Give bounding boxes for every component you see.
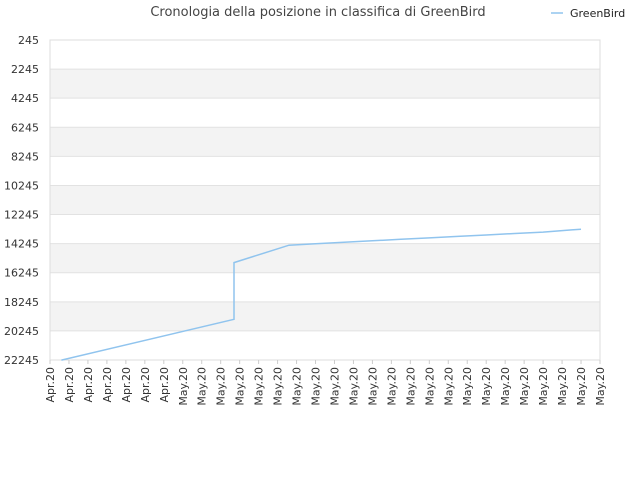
grid-bands (50, 40, 600, 360)
x-tick-label: May.20 (196, 367, 209, 406)
legend-label-greenbird: GreenBird (570, 7, 625, 20)
x-tick-label: May.20 (177, 367, 190, 406)
x-tick-label: May.20 (556, 367, 569, 406)
x-tick-label: May.20 (518, 367, 531, 406)
grid-band (50, 330, 600, 360)
y-tick-label: 14245 (4, 238, 39, 251)
x-tick-label: May.20 (404, 367, 417, 406)
grid-band (50, 243, 600, 273)
grid-band (50, 69, 600, 99)
x-tick-label: Apr.20 (82, 367, 95, 403)
x-tick-label: May.20 (347, 367, 360, 406)
grid-band (50, 301, 600, 331)
x-axis-ticks: Apr.20 Apr.20 Apr.20 Apr.20 Apr.20 Apr.20 Apr.… (44, 360, 607, 406)
grid-band (50, 214, 600, 244)
y-tick-label: 10245 (4, 179, 39, 192)
x-tick-label: Apr.20 (44, 367, 57, 403)
grid-band (50, 127, 600, 157)
x-tick-label: Apr.20 (63, 367, 76, 403)
x-tick-label: May.20 (234, 367, 247, 406)
x-tick-label: Apr.20 (139, 367, 152, 403)
grid-band (50, 272, 600, 302)
plot-frame (49, 39, 601, 361)
x-tick-label: Apr.20 (120, 367, 133, 403)
x-tick-label: May.20 (366, 367, 379, 406)
x-tick-label: May.20 (291, 367, 304, 406)
x-tick-label: May.20 (461, 367, 474, 406)
series-line-greenbird (61, 228, 582, 361)
x-tick-label: May.20 (253, 367, 266, 406)
x-tick-label: Apr.20 (101, 367, 114, 403)
x-tick-label: May.20 (423, 367, 436, 406)
y-axis-ticks: 245 2245 4245 6245 8245 10245 12245 14245 16245 1… (4, 34, 39, 367)
x-tick-label: May.20 (310, 367, 323, 406)
y-tick-label: 4245 (11, 92, 39, 105)
y-tick-label: 8245 (11, 150, 39, 163)
x-tick-label: May.20 (272, 367, 285, 406)
y-tick-label: 20245 (4, 325, 39, 338)
x-tick-label: May.20 (442, 367, 455, 406)
x-tick-label: May.20 (499, 367, 512, 406)
grid-band (50, 40, 600, 70)
grid-band (50, 98, 600, 128)
x-tick-label: May.20 (385, 367, 398, 406)
y-tick-label: 2245 (11, 63, 39, 76)
x-tick-label: May.20 (537, 367, 550, 406)
chart-title: Cronologia della posizione in classifica… (150, 5, 485, 20)
grid-band (50, 156, 600, 186)
y-tick-label: 245 (18, 34, 39, 47)
x-tick-label: May.20 (575, 367, 588, 406)
legend: GreenBird (551, 7, 625, 20)
y-tick-label: 22245 (4, 354, 39, 367)
grid-band (50, 185, 600, 215)
x-tick-label: May.20 (215, 367, 228, 406)
x-tick-label: May.20 (594, 367, 607, 406)
x-tick-label: May.20 (328, 367, 341, 406)
y-tick-label: 16245 (4, 267, 39, 280)
y-tick-label: 6245 (11, 121, 39, 134)
y-tick-label: 18245 (4, 296, 39, 309)
y-tick-label: 12245 (4, 209, 39, 222)
x-tick-label: May.20 (480, 367, 493, 406)
x-tick-label: Apr.20 (158, 367, 171, 403)
